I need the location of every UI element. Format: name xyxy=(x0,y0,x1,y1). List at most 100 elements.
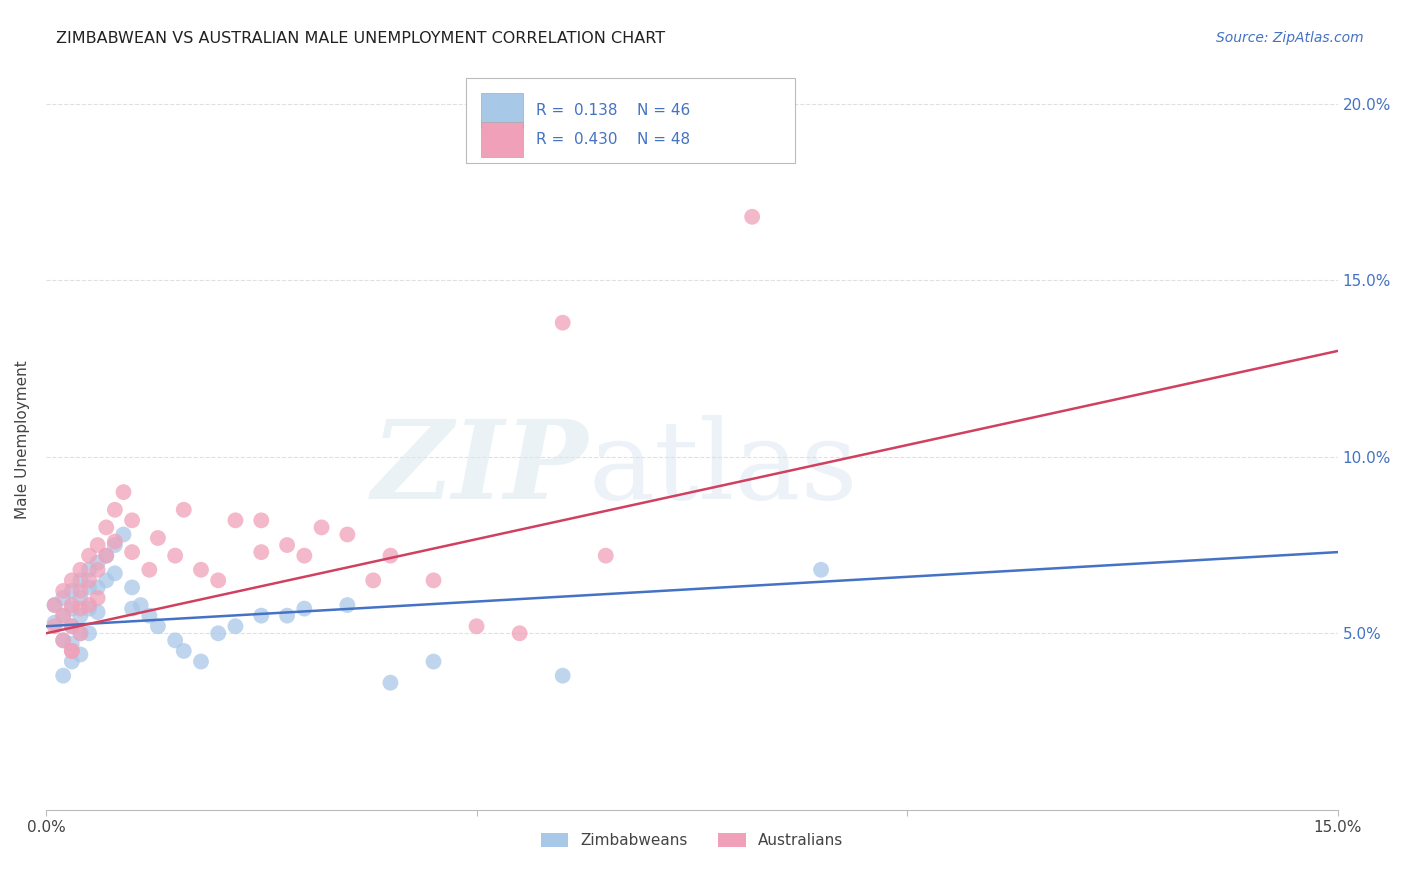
Point xyxy=(77,549,100,563)
Point xyxy=(69,591,91,605)
Point xyxy=(52,608,75,623)
Point xyxy=(96,549,118,563)
Point xyxy=(52,583,75,598)
Point xyxy=(86,538,108,552)
Point xyxy=(121,545,143,559)
Point xyxy=(69,563,91,577)
Point xyxy=(465,619,488,633)
Point xyxy=(77,598,100,612)
Point xyxy=(741,210,763,224)
Point xyxy=(60,601,83,615)
Point xyxy=(207,574,229,588)
Point xyxy=(146,531,169,545)
Point xyxy=(336,527,359,541)
Point xyxy=(810,563,832,577)
Point xyxy=(77,581,100,595)
Text: Source: ZipAtlas.com: Source: ZipAtlas.com xyxy=(1216,31,1364,45)
Point xyxy=(86,581,108,595)
Point xyxy=(44,598,66,612)
Point xyxy=(165,633,187,648)
Point xyxy=(173,644,195,658)
Point xyxy=(52,591,75,605)
Point xyxy=(52,668,75,682)
Point xyxy=(60,655,83,669)
Point xyxy=(77,626,100,640)
Point xyxy=(129,598,152,612)
Point xyxy=(121,601,143,615)
Point xyxy=(60,644,83,658)
Point xyxy=(69,583,91,598)
Point xyxy=(86,605,108,619)
Point xyxy=(60,644,83,658)
Point xyxy=(52,633,75,648)
Point xyxy=(250,513,273,527)
Y-axis label: Male Unemployment: Male Unemployment xyxy=(15,359,30,518)
FancyBboxPatch shape xyxy=(481,93,523,128)
Point xyxy=(96,574,118,588)
Point xyxy=(224,513,246,527)
Point xyxy=(52,633,75,648)
Point xyxy=(60,619,83,633)
Point xyxy=(146,619,169,633)
Point xyxy=(60,574,83,588)
Point xyxy=(361,574,384,588)
Point xyxy=(44,619,66,633)
Text: ZIMBABWEAN VS AUSTRALIAN MALE UNEMPLOYMENT CORRELATION CHART: ZIMBABWEAN VS AUSTRALIAN MALE UNEMPLOYME… xyxy=(56,31,665,46)
Point xyxy=(96,520,118,534)
Point xyxy=(165,549,187,563)
Point xyxy=(69,626,91,640)
Text: R =  0.430    N = 48: R = 0.430 N = 48 xyxy=(536,132,690,147)
Point xyxy=(138,608,160,623)
Point xyxy=(104,566,127,581)
Point xyxy=(69,648,91,662)
Point xyxy=(77,574,100,588)
Point xyxy=(60,583,83,598)
Point xyxy=(86,563,108,577)
Point xyxy=(551,316,574,330)
FancyBboxPatch shape xyxy=(465,78,796,163)
Point xyxy=(52,608,75,623)
Point xyxy=(60,637,83,651)
Point xyxy=(69,574,91,588)
Text: ZIP: ZIP xyxy=(373,415,589,523)
Point xyxy=(86,591,108,605)
Point xyxy=(77,601,100,615)
Point xyxy=(311,520,333,534)
Point xyxy=(104,534,127,549)
Point xyxy=(190,563,212,577)
Point xyxy=(190,655,212,669)
Point xyxy=(104,538,127,552)
Point xyxy=(250,545,273,559)
Point xyxy=(292,601,315,615)
Point xyxy=(69,601,91,615)
Point xyxy=(380,549,402,563)
Point xyxy=(276,538,298,552)
Text: R =  0.138    N = 46: R = 0.138 N = 46 xyxy=(536,103,690,118)
Text: atlas: atlas xyxy=(589,416,858,523)
Point xyxy=(380,675,402,690)
Point xyxy=(60,598,83,612)
Point xyxy=(112,485,135,500)
Point xyxy=(60,619,83,633)
Point xyxy=(138,563,160,577)
Point xyxy=(104,502,127,516)
Point xyxy=(250,608,273,623)
Point xyxy=(173,502,195,516)
Point xyxy=(422,574,444,588)
Point xyxy=(292,549,315,563)
Point xyxy=(276,608,298,623)
Point xyxy=(224,619,246,633)
Point xyxy=(207,626,229,640)
Point xyxy=(551,668,574,682)
Point xyxy=(509,626,531,640)
Point xyxy=(77,563,100,577)
Point xyxy=(69,626,91,640)
Legend: Zimbabweans, Australians: Zimbabweans, Australians xyxy=(534,827,849,854)
Point xyxy=(422,655,444,669)
Point xyxy=(121,513,143,527)
FancyBboxPatch shape xyxy=(481,121,523,157)
Point xyxy=(44,615,66,630)
Point xyxy=(112,527,135,541)
Point xyxy=(86,556,108,570)
Point xyxy=(96,549,118,563)
